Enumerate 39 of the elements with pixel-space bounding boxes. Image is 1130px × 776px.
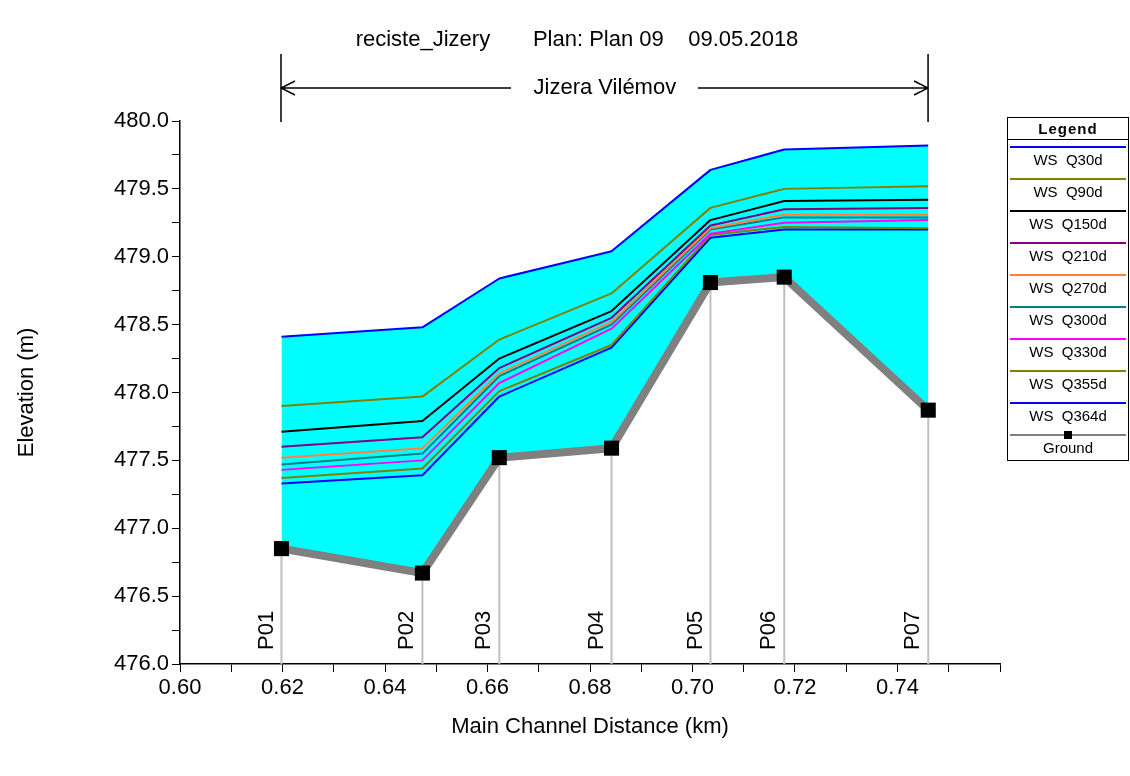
ref-line-label: P05: [681, 610, 707, 650]
y-tick-label: 480.0: [113, 107, 169, 133]
text: WS Q150d: [1028, 215, 1108, 232]
x-tick-label: 0.74: [876, 674, 919, 700]
ref-line-label: P02: [393, 610, 419, 650]
y-tick-label: 477.0: [113, 514, 169, 540]
chart-subtitle: Jizera Vilémov: [533, 74, 677, 100]
chart-title: reciste_Jizery Plan: Plan 09 09.05.2018: [355, 26, 799, 52]
y-tick-label: 476.5: [113, 582, 169, 608]
text: WS Q364d: [1028, 407, 1108, 424]
x-tick-label: 0.64: [363, 674, 407, 700]
text: WS Q90d: [1032, 183, 1104, 200]
text: WS Q270d: [1028, 279, 1108, 296]
text: WS Q330d: [1028, 343, 1108, 360]
legend-label: Ground: [1041, 439, 1094, 456]
x-tick-label: 0.72: [773, 674, 817, 700]
ref-line-label: P01: [252, 610, 278, 650]
x-tick-label: 0.70: [671, 674, 714, 700]
y-tick-label: 476.0: [113, 650, 169, 676]
ref-line-label: P06: [755, 610, 781, 650]
y-tick-label: 478.5: [113, 310, 169, 336]
x-tick-label: 0.62: [261, 674, 304, 700]
y-tick-label: 479.5: [113, 174, 169, 200]
y-tick-label: 478.0: [113, 378, 169, 404]
x-axis-title: Main Channel Distance (km): [451, 712, 729, 738]
x-tick-label: 0.66: [466, 674, 509, 700]
y-tick-label: 477.5: [113, 446, 169, 472]
x-tick-label: 0.60: [158, 674, 202, 700]
text: WS Q300d: [1028, 311, 1108, 328]
text: WS Q210d: [1028, 247, 1108, 264]
x-tick-label: 0.68: [568, 674, 612, 700]
text: WS Q355d: [1028, 375, 1108, 392]
legend-title: Legend: [1008, 118, 1128, 140]
text: WS Q30d: [1032, 151, 1104, 168]
y-tick-label: 479.0: [113, 242, 169, 268]
y-axis-title: Elevation (m): [13, 327, 39, 458]
ref-line-label: P04: [582, 610, 608, 650]
ref-line-label: P07: [899, 610, 925, 650]
ref-line-label: P03: [470, 610, 496, 650]
